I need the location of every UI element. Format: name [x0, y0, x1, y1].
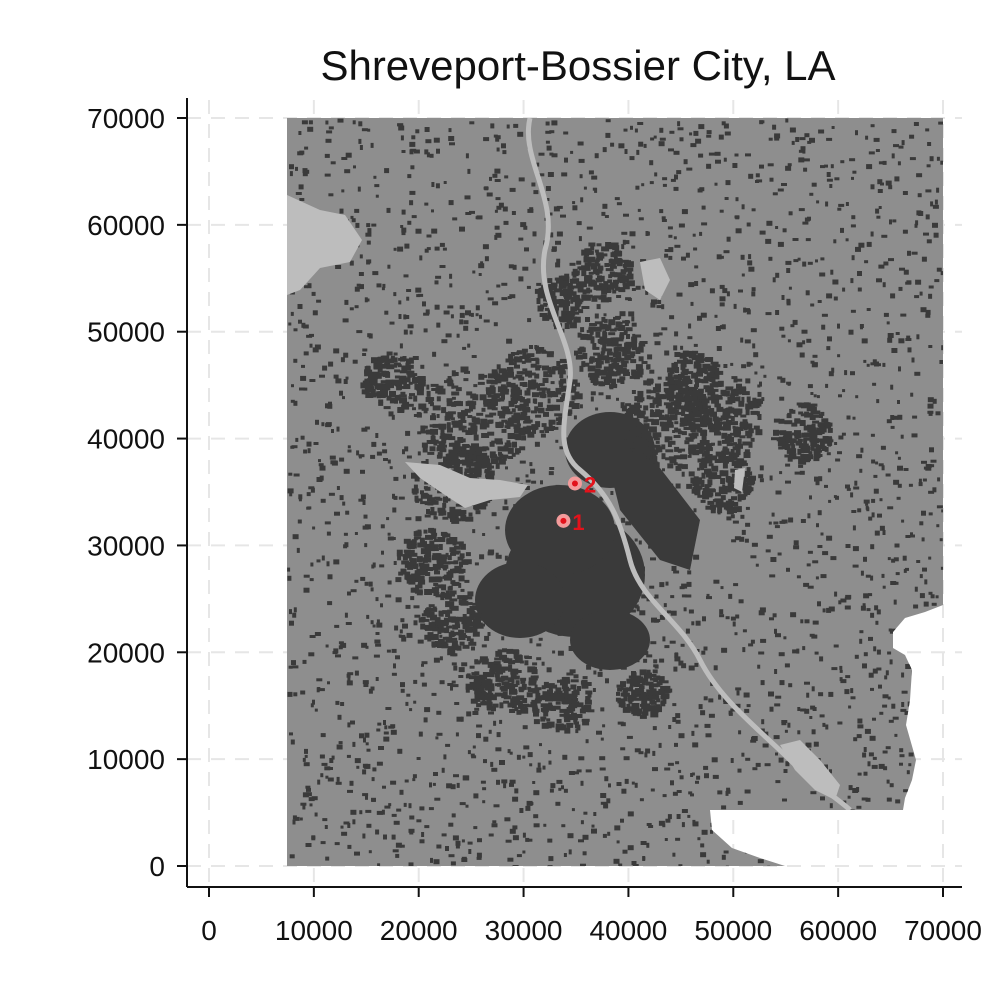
river [526, 118, 852, 812]
x-tick-label-5: 50000 [694, 915, 772, 946]
x-tick-label-1: 10000 [275, 915, 353, 946]
y-tick-label-4: 40000 [87, 424, 165, 455]
y-tick-label-3: 30000 [87, 530, 165, 561]
water-bodies [287, 195, 745, 508]
pond-east [734, 468, 745, 492]
markers: 12 [556, 472, 596, 535]
map-title: Shreveport-Bossier City, LA [320, 42, 835, 89]
x-tick-label-6: 60000 [799, 915, 877, 946]
y-tick-label-5: 50000 [87, 317, 165, 348]
lake-northwest [287, 195, 362, 295]
x-tick-label-0: 0 [201, 915, 217, 946]
lake-west [405, 462, 528, 508]
y-tick-label-1: 10000 [87, 744, 165, 775]
x-tick-label-3: 30000 [485, 915, 563, 946]
map-raster [287, 118, 943, 866]
urban-core [360, 242, 834, 734]
y-tick-label-2: 20000 [87, 637, 165, 668]
map-features [287, 118, 943, 866]
x-tick-label-2: 20000 [380, 915, 458, 946]
axes: 0 10000 20000 30000 40000 50000 60000 70000 0 100… [87, 98, 982, 946]
y-tick-label-7: 70000 [87, 103, 165, 134]
y-tick-label-6: 60000 [87, 210, 165, 241]
marker-label-1: 1 [572, 510, 584, 535]
x-tick-label-7: 70000 [904, 915, 982, 946]
marker-label-2: 2 [584, 472, 596, 497]
y-tick-label-0: 0 [149, 851, 165, 882]
land-area [287, 118, 943, 866]
marker-point-2 [571, 480, 578, 487]
river-lake-southeast [780, 740, 840, 800]
x-tick-label-4: 40000 [589, 915, 667, 946]
lake-north [640, 258, 670, 300]
marker-point-1 [560, 517, 567, 524]
